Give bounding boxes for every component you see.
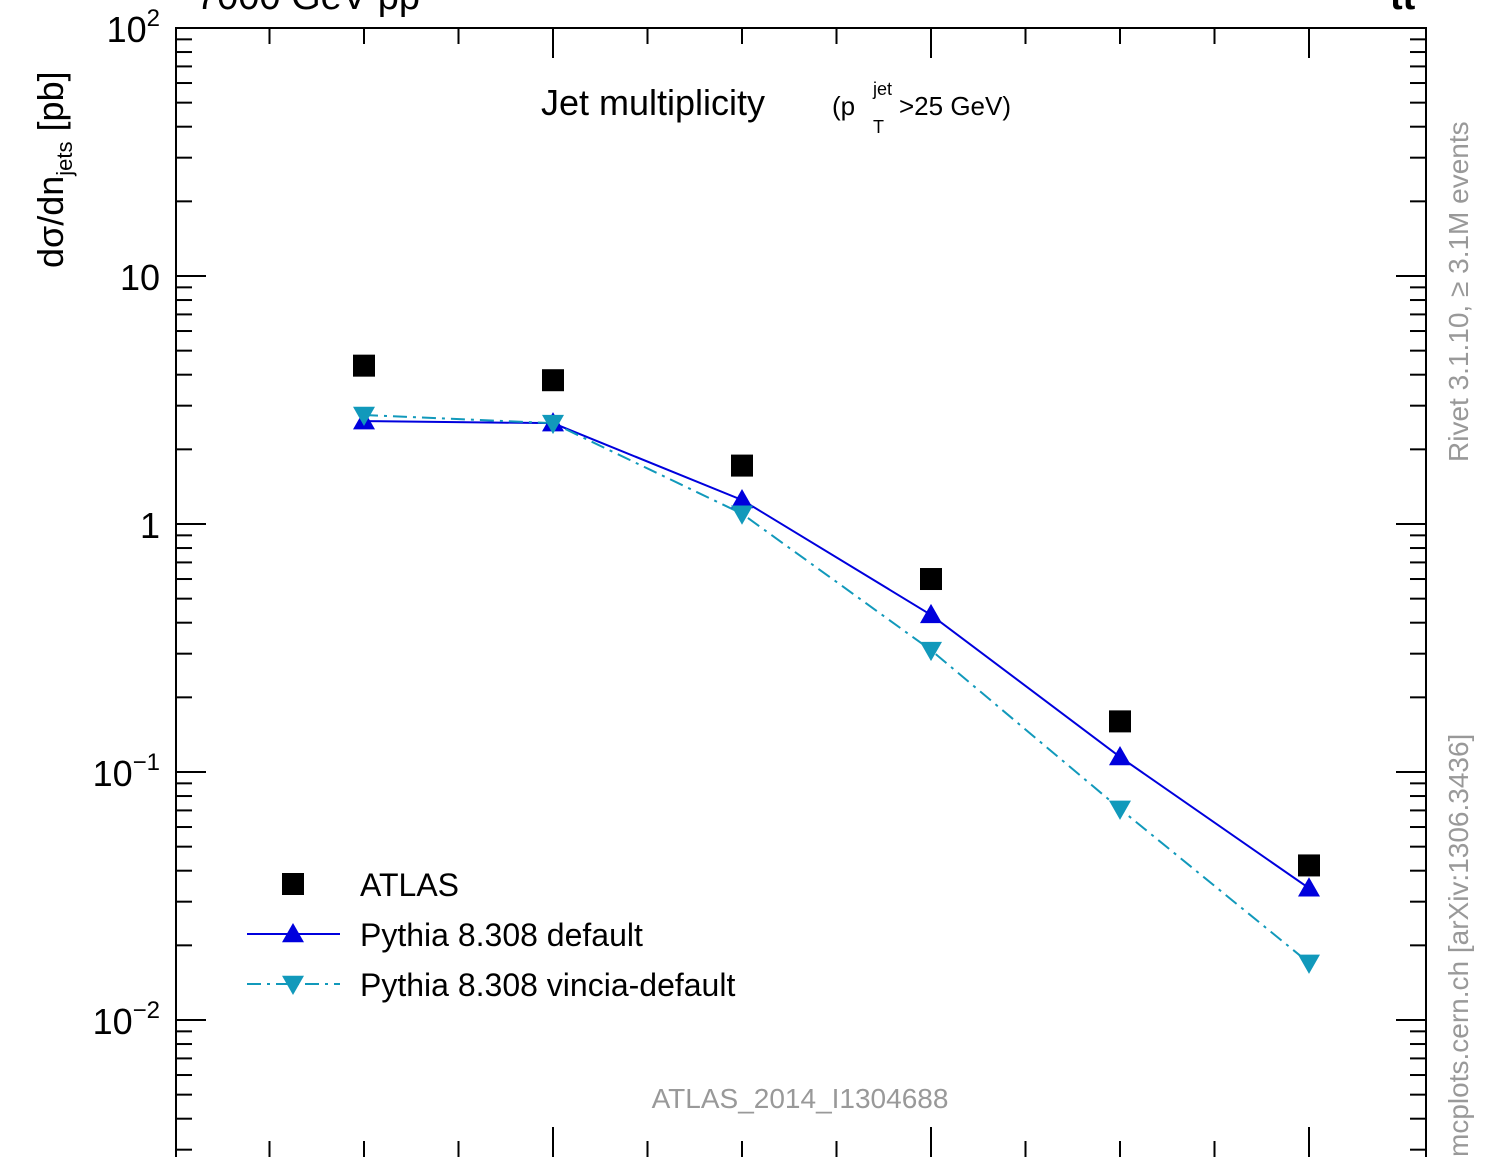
data-point (920, 568, 942, 591)
data-point (731, 454, 753, 477)
data-point (542, 369, 564, 392)
data-point (1109, 710, 1131, 733)
y-tick-label: 1 (140, 505, 160, 546)
y-axis-title-unit: [pb] (30, 71, 71, 141)
data-point (353, 354, 375, 377)
plot-title-main: Jet multiplicity (541, 82, 765, 123)
axis-ticks (176, 27, 1426, 1157)
legend-label: ATLAS (360, 867, 459, 903)
plot-title: Jet multiplicity (p jet T >25 GeV) (541, 79, 1011, 137)
series-line (363, 420, 1310, 890)
series-line (363, 414, 1310, 964)
legend-marker (282, 873, 304, 895)
data-point (1298, 854, 1320, 877)
legend: ATLAS Pythia 8.308 default Pythia 8.308 vi… (247, 867, 735, 1003)
data-point (1109, 800, 1131, 820)
data-point (1298, 954, 1320, 974)
series-markers (353, 354, 1320, 974)
analysis-id: ATLAS_2014_I1304688 (652, 1083, 949, 1114)
y-axis-title-main: dσ/dn (30, 176, 71, 268)
y-tick-label: 10 (120, 257, 160, 298)
data-point (731, 488, 753, 509)
data-point (353, 406, 375, 427)
mcplots-watermark: mcplots.cern.ch [arXiv:1306.3436] (1443, 734, 1474, 1157)
plot-title-cut-sub: T (873, 117, 884, 137)
y-tick-label: 10−2 (93, 997, 160, 1042)
y-axis-title-sub: jets (52, 141, 77, 176)
plot-title-cut-rest: >25 GeV) (899, 91, 1011, 121)
legend-marker (282, 975, 304, 995)
y-axis-title: dσ/dnjets [pb] (30, 71, 77, 268)
legend-label: Pythia 8.308 default (360, 917, 643, 953)
plot-title-cut-open: (p (832, 91, 855, 121)
y-tick-label: 10−1 (93, 749, 160, 794)
series-lines (363, 414, 1310, 964)
legend-label: Pythia 8.308 vincia-default (360, 967, 735, 1003)
data-point (731, 505, 753, 525)
data-point (920, 641, 942, 662)
data-point (1298, 877, 1320, 897)
data-point (542, 414, 564, 435)
process-label: tt (1390, 0, 1416, 18)
plot-title-cut-sup: jet (872, 79, 892, 99)
rivet-watermark: Rivet 3.1.10, ≥ 3.1M events (1443, 121, 1474, 462)
collision-label: 7000 GeV pp (196, 0, 420, 18)
legend-marker (282, 923, 304, 943)
y-tick-labels: 102 10 1 10−1 10−2 (93, 5, 160, 1042)
y-tick-label: 102 (107, 5, 160, 50)
data-point (920, 603, 942, 624)
data-point (1109, 745, 1131, 766)
